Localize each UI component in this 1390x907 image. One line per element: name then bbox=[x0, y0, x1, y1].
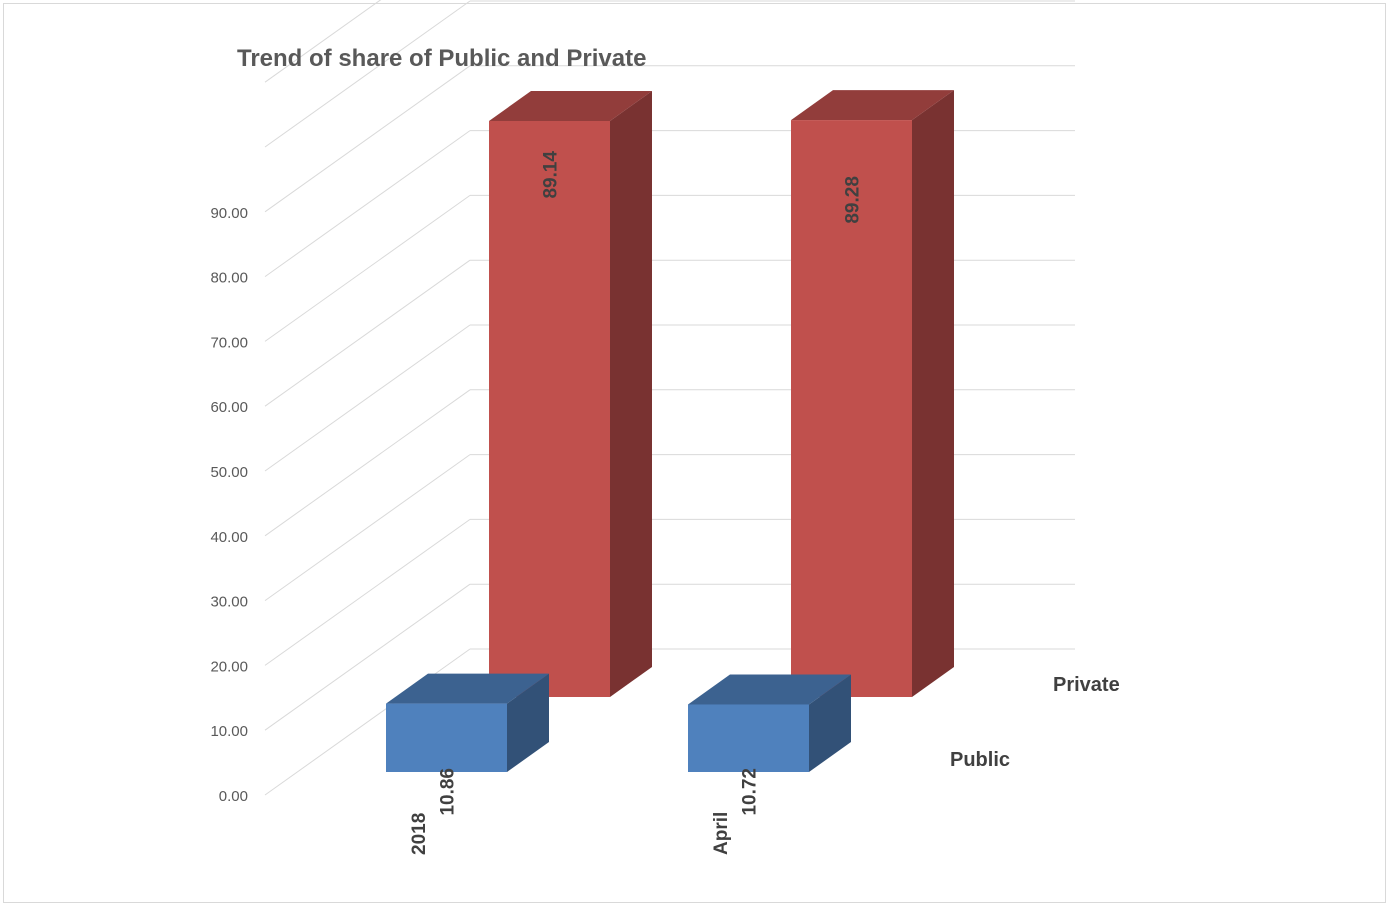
data-label: 10.72 bbox=[740, 768, 761, 816]
y-tick-label: 70.00 bbox=[210, 334, 248, 351]
bar-public-2018: 10.86 bbox=[386, 673, 549, 816]
data-label: 89.14 bbox=[541, 151, 562, 199]
bar-side bbox=[912, 90, 954, 698]
x-category-label: April bbox=[711, 812, 732, 855]
y-tick-label: 10.00 bbox=[210, 723, 248, 740]
y-tick-label: 60.00 bbox=[210, 399, 248, 416]
bar-top bbox=[386, 673, 549, 704]
gridline-side bbox=[264, 259, 471, 407]
gridline-side bbox=[264, 65, 471, 213]
y-tick-label: 30.00 bbox=[210, 594, 248, 611]
bar-side bbox=[610, 91, 652, 697]
gridline-side bbox=[264, 194, 471, 342]
gridline-side bbox=[264, 130, 471, 278]
bar-private-april: 89.28 bbox=[791, 90, 954, 698]
bar-front bbox=[688, 704, 809, 772]
bar-private-2018: 89.14 bbox=[489, 91, 652, 697]
y-tick-label: 20.00 bbox=[210, 658, 248, 675]
gridline-side bbox=[264, 0, 382, 83]
bars: 89.14 89.28 10.86 10.72 bbox=[386, 90, 954, 816]
gridline-side bbox=[264, 518, 471, 666]
bar-front bbox=[489, 121, 610, 697]
gridline-side bbox=[264, 648, 471, 796]
bar-front bbox=[386, 703, 507, 772]
data-label: 89.28 bbox=[843, 176, 864, 224]
gridline-side bbox=[264, 324, 471, 472]
gridline-side bbox=[264, 0, 471, 148]
bar-top bbox=[688, 674, 851, 705]
series-label-public: Public bbox=[950, 749, 1010, 771]
bar-side bbox=[507, 673, 549, 772]
bar-top bbox=[489, 91, 652, 121]
bar-top bbox=[791, 90, 954, 121]
gridline-side bbox=[264, 389, 471, 537]
bar-side bbox=[809, 674, 851, 772]
data-label: 10.86 bbox=[438, 768, 459, 816]
bar-public-april: 10.72 bbox=[688, 674, 851, 816]
chart-title: Trend of share of Public and Private bbox=[237, 45, 646, 72]
y-tick-label: 40.00 bbox=[210, 529, 248, 546]
x-category-label: 2018 bbox=[409, 813, 430, 855]
y-tick-label: 50.00 bbox=[210, 464, 248, 481]
bar-front bbox=[791, 120, 912, 698]
y-axis-ticks: 0.00 10.00 20.00 30.00 40.00 50.00 60.00 70.00 8… bbox=[210, 205, 248, 805]
gridline-side bbox=[264, 454, 471, 602]
series-label-private: Private bbox=[1053, 674, 1120, 696]
gridline-side bbox=[264, 583, 471, 731]
y-tick-label: 0.00 bbox=[219, 788, 248, 805]
y-tick-label: 90.00 bbox=[210, 205, 248, 222]
y-tick-label: 80.00 bbox=[210, 270, 248, 287]
